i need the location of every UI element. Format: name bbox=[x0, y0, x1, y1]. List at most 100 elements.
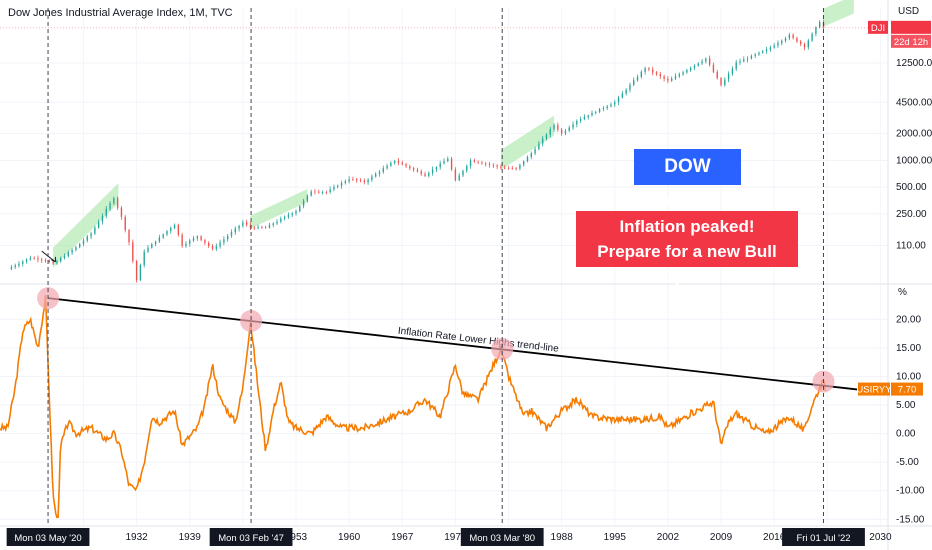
dow-candle bbox=[154, 241, 157, 245]
inflation-tick-label: 0.00 bbox=[896, 429, 916, 440]
dow-candle bbox=[689, 67, 692, 71]
dow-candle bbox=[135, 261, 138, 281]
date-marker-badge-bg bbox=[6, 528, 90, 546]
dow-candle bbox=[466, 165, 468, 171]
dow-candle bbox=[412, 168, 415, 170]
dow-candle bbox=[143, 251, 145, 266]
dow-candle bbox=[428, 172, 430, 176]
dow-candle bbox=[170, 228, 172, 232]
date-marker-badge: Fri 01 Jul '22 bbox=[796, 533, 850, 544]
dow-candle bbox=[458, 175, 460, 181]
inflation-symbol-badge-bg bbox=[858, 382, 890, 396]
dow-candle bbox=[693, 65, 696, 68]
dow-candle bbox=[564, 130, 567, 134]
dow-candle bbox=[420, 171, 422, 174]
date-marker-badge: Mon 03 Mar '80 bbox=[469, 533, 535, 544]
dow-candle bbox=[477, 161, 479, 163]
dow-candle bbox=[390, 162, 392, 166]
dow-candle bbox=[481, 162, 483, 164]
dow-candle bbox=[37, 258, 39, 260]
dow-candle bbox=[63, 256, 66, 259]
dow-candle bbox=[705, 58, 707, 62]
dow-candle bbox=[545, 134, 548, 139]
dow-candle bbox=[739, 61, 741, 63]
time-tick-label: 1953 bbox=[285, 532, 308, 543]
dow-candle bbox=[541, 138, 544, 144]
dow-candle bbox=[659, 74, 662, 77]
dow-candle bbox=[663, 76, 665, 79]
lower-highs-trendline bbox=[47, 297, 859, 391]
dow-candle bbox=[492, 164, 495, 166]
time-tick-label: 1995 bbox=[604, 532, 627, 543]
dow-candle bbox=[200, 236, 202, 240]
dow-candle bbox=[743, 59, 745, 62]
dow-candle bbox=[321, 191, 324, 193]
dow-candle bbox=[712, 64, 715, 72]
dow-candle bbox=[788, 34, 791, 39]
dow-candle bbox=[473, 160, 476, 162]
dow-candle bbox=[727, 73, 730, 80]
dow-candle bbox=[337, 185, 339, 188]
dow-candle bbox=[29, 258, 32, 260]
dow-candle bbox=[363, 180, 366, 183]
inflation-axis-unit: % bbox=[898, 287, 907, 298]
dow-candle bbox=[211, 246, 214, 249]
peak-circle bbox=[491, 338, 514, 360]
dow-candle bbox=[48, 260, 51, 262]
dow-candle bbox=[208, 242, 210, 247]
dow-candle bbox=[431, 169, 434, 173]
inflation-callout: Inflation peaked! Prepare for a new Bull… bbox=[576, 211, 798, 286]
price-axis-unit: USD bbox=[898, 6, 919, 17]
dow-candle bbox=[22, 261, 24, 264]
dow-candle bbox=[97, 221, 100, 228]
dow-candle bbox=[242, 222, 244, 226]
dow-candle bbox=[560, 129, 563, 134]
dow-candle bbox=[371, 176, 373, 180]
dow-candle bbox=[306, 195, 309, 201]
dow-candle bbox=[166, 231, 168, 235]
dow-candle bbox=[44, 260, 47, 261]
dow-candle bbox=[405, 164, 407, 167]
dow-candle bbox=[591, 112, 593, 116]
bull-channel bbox=[500, 115, 555, 170]
dow-candle bbox=[515, 168, 517, 170]
dow-candle bbox=[538, 143, 540, 150]
dow-candle bbox=[230, 232, 233, 236]
dow-candle bbox=[606, 106, 608, 109]
dow-candle bbox=[113, 198, 115, 204]
dow-candle bbox=[299, 206, 301, 212]
dow-candle bbox=[811, 33, 813, 41]
date-marker-badge: Mon 03 May '20 bbox=[14, 533, 81, 544]
dow-candle bbox=[784, 38, 787, 41]
dow-candle bbox=[549, 129, 551, 135]
dow-candle bbox=[253, 227, 255, 229]
dow-candle bbox=[435, 167, 438, 170]
inflation-callout-line2: Prepare for a new Bull Cycle! bbox=[597, 242, 777, 286]
dow-candle bbox=[10, 267, 13, 269]
dow-candle bbox=[416, 169, 419, 172]
dow-candle bbox=[815, 27, 817, 34]
dow-candle bbox=[625, 89, 627, 94]
dow-candle bbox=[245, 222, 248, 225]
dow-candle bbox=[261, 227, 263, 228]
dow-candle bbox=[374, 173, 377, 177]
dow-candle bbox=[348, 179, 350, 182]
date-marker-badge-bg bbox=[209, 528, 293, 546]
dow-candle bbox=[287, 215, 290, 217]
dow-candle bbox=[443, 161, 445, 164]
dow-candle bbox=[291, 213, 293, 216]
dow-candle bbox=[667, 78, 669, 81]
dow-candle bbox=[595, 112, 597, 113]
dow-candle bbox=[124, 216, 126, 231]
dow-candle bbox=[640, 71, 643, 77]
dow-candle bbox=[276, 221, 278, 224]
dow-candle bbox=[652, 69, 654, 73]
dow-candle bbox=[485, 163, 487, 165]
dow-candle bbox=[655, 72, 658, 75]
dow-candle bbox=[447, 158, 449, 162]
dow-candle bbox=[716, 71, 718, 79]
dow-candle bbox=[526, 156, 529, 162]
dow-candle bbox=[450, 158, 453, 170]
countdown-badge: 22d 12h bbox=[894, 37, 928, 48]
